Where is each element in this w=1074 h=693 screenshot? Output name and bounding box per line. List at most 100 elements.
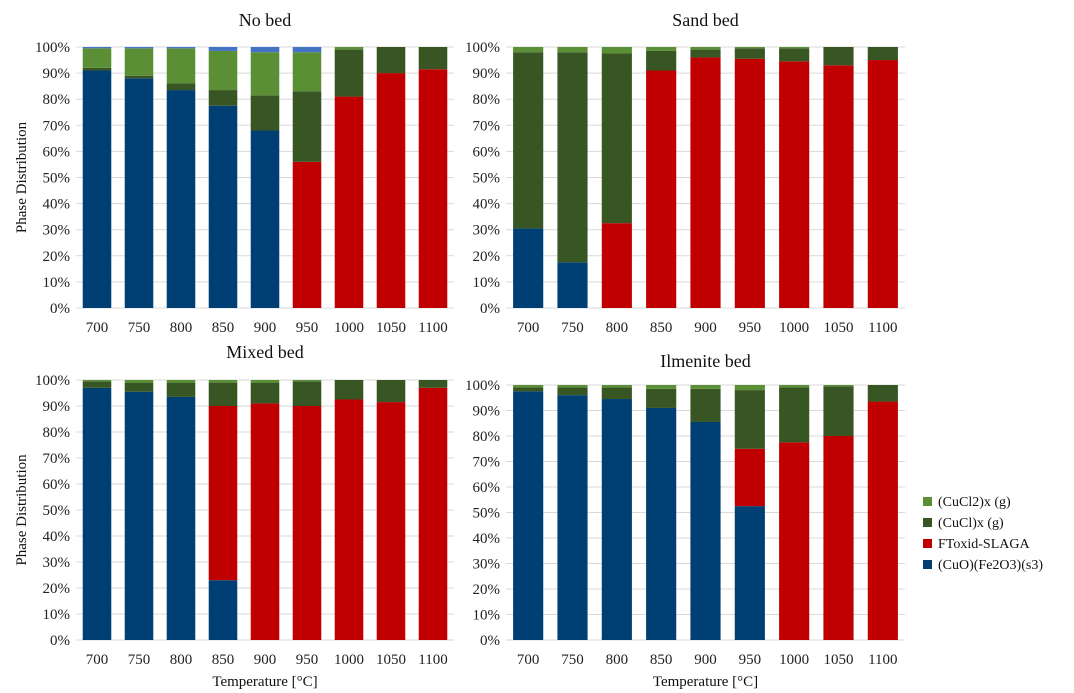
bar-segment (734, 58, 765, 309)
x-tick-label: 800 (170, 652, 193, 668)
bar-segment (124, 78, 154, 308)
bar-segment (734, 448, 765, 507)
y-tick-label: 100% (465, 378, 500, 394)
y-tick-label: 80% (473, 429, 501, 445)
bar-segment (124, 382, 154, 392)
bar-segment (601, 385, 632, 388)
bar-segment (418, 69, 448, 308)
bar-segment (513, 387, 544, 392)
bar-segment (779, 61, 810, 309)
bar-segment (292, 406, 322, 640)
bar-segment (601, 223, 632, 308)
bar-segment (867, 60, 898, 308)
bar-segment (82, 381, 112, 388)
y-tick-label: 30% (43, 223, 71, 239)
bar-segment (690, 388, 721, 422)
x-tick-label: 850 (650, 320, 673, 336)
bar-segment (646, 385, 677, 389)
y-tick-label: 100% (35, 40, 70, 56)
bar-segment (124, 391, 154, 640)
y-tick-label: 60% (473, 480, 501, 496)
x-tick-label: 900 (254, 320, 277, 336)
bar-segment (646, 50, 677, 71)
bar-segment (208, 380, 238, 383)
y-tick-label: 40% (473, 197, 501, 213)
bar-segment (734, 47, 765, 49)
bar-segment (601, 399, 632, 640)
y-tick-label: 70% (43, 451, 71, 467)
x-tick-label: 1100 (418, 652, 447, 668)
y-tick-label: 90% (43, 399, 71, 415)
bar-segment (513, 228, 544, 308)
y-tick-label: 80% (43, 92, 71, 108)
bar-segment (601, 53, 632, 224)
bar-segment (646, 47, 677, 51)
y-tick-label: 10% (43, 275, 71, 291)
bar-segment (208, 105, 238, 308)
y-tick-label: 20% (473, 249, 501, 265)
legend-label: (CuCl2)x (g) (938, 495, 1011, 510)
bar-segment (823, 386, 854, 436)
y-tick-label: 40% (473, 531, 501, 547)
bar-segment (292, 52, 322, 92)
legend-label: FToxid-SLAGA (938, 537, 1030, 552)
bar-segment (557, 395, 588, 640)
y-tick-label: 20% (473, 582, 501, 598)
y-tick-label: 50% (43, 171, 71, 187)
y-tick-label: 100% (35, 373, 70, 389)
y-tick-label: 90% (473, 404, 501, 420)
x-tick-label: 1100 (868, 320, 897, 336)
bar-segment (376, 402, 406, 640)
bar-segment (82, 70, 112, 309)
panel-title: Sand bed (672, 10, 739, 30)
y-axis-label: Phase Distribution (14, 121, 30, 233)
legend-swatch (923, 518, 932, 527)
x-tick-label: 1000 (779, 652, 809, 668)
x-tick-label: 850 (650, 652, 673, 668)
bar-segment (376, 73, 406, 308)
y-axis-label: Phase Distribution (14, 454, 30, 566)
bar-segment (646, 70, 677, 309)
bar-segment (779, 387, 810, 443)
x-tick-label: 1050 (824, 320, 854, 336)
y-tick-label: 40% (43, 197, 71, 213)
bar-segment (557, 47, 588, 53)
bar-segment (418, 380, 448, 388)
bar-segment (82, 48, 112, 68)
bar-segment (513, 385, 544, 388)
legend-swatch (923, 497, 932, 506)
y-tick-label: 80% (43, 425, 71, 441)
y-tick-label: 60% (43, 144, 71, 160)
legend-label: (CuO)(Fe2O3)(s3) (938, 558, 1043, 573)
bar-segment (418, 387, 448, 640)
y-tick-label: 30% (473, 223, 501, 239)
x-tick-label: 750 (128, 652, 151, 668)
y-tick-label: 30% (43, 555, 71, 571)
bar-segment (82, 67, 112, 71)
y-tick-label: 20% (43, 249, 71, 265)
bar-segment (334, 96, 364, 308)
legend-swatch (923, 539, 932, 548)
x-tick-label: 750 (128, 320, 151, 336)
bar-segment (823, 436, 854, 640)
y-tick-label: 90% (43, 66, 71, 82)
x-tick-label: 800 (170, 320, 193, 336)
bar-segment (208, 50, 238, 91)
x-tick-label: 750 (561, 652, 584, 668)
bar-segment (601, 47, 632, 54)
bar-segment (557, 387, 588, 396)
bar-segment (779, 47, 810, 49)
bar-segment (208, 580, 238, 640)
y-tick-label: 70% (473, 118, 501, 134)
bar-segment (166, 90, 196, 308)
y-tick-label: 80% (473, 92, 501, 108)
bar-segment (867, 401, 898, 640)
bar-segment (208, 406, 238, 581)
panel-title: No bed (239, 10, 292, 30)
y-tick-label: 50% (473, 506, 501, 522)
x-tick-label: 950 (739, 320, 762, 336)
bar-segment (779, 48, 810, 62)
bar-segment (82, 47, 112, 49)
bar-segment (646, 407, 677, 640)
bar-segment (250, 47, 280, 53)
